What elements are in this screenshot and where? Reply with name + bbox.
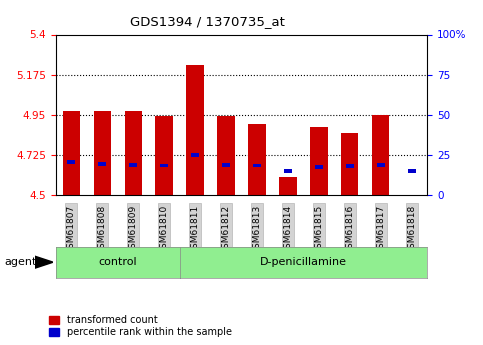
- Bar: [94, 111, 111, 195]
- Bar: [284, 169, 292, 173]
- Bar: [191, 153, 199, 157]
- Bar: [125, 111, 142, 195]
- Bar: [346, 165, 355, 168]
- Bar: [186, 65, 203, 195]
- Text: control: control: [98, 257, 137, 267]
- Bar: [377, 162, 385, 167]
- Bar: [62, 111, 80, 195]
- Bar: [156, 117, 172, 195]
- Bar: [67, 160, 75, 164]
- Bar: [222, 162, 230, 167]
- Legend: transformed count, percentile rank within the sample: transformed count, percentile rank withi…: [48, 315, 233, 338]
- Bar: [314, 165, 323, 169]
- Bar: [408, 169, 416, 173]
- Bar: [372, 115, 389, 195]
- Bar: [160, 164, 169, 167]
- Bar: [217, 117, 235, 195]
- Bar: [280, 177, 297, 195]
- Bar: [341, 132, 358, 195]
- Bar: [128, 162, 137, 167]
- Bar: [253, 164, 261, 167]
- Polygon shape: [35, 256, 53, 268]
- Text: agent: agent: [5, 257, 37, 267]
- Text: D-penicillamine: D-penicillamine: [260, 257, 347, 267]
- Bar: [311, 127, 327, 195]
- Bar: [98, 162, 106, 166]
- Text: GDS1394 / 1370735_at: GDS1394 / 1370735_at: [130, 16, 285, 29]
- Bar: [248, 124, 266, 195]
